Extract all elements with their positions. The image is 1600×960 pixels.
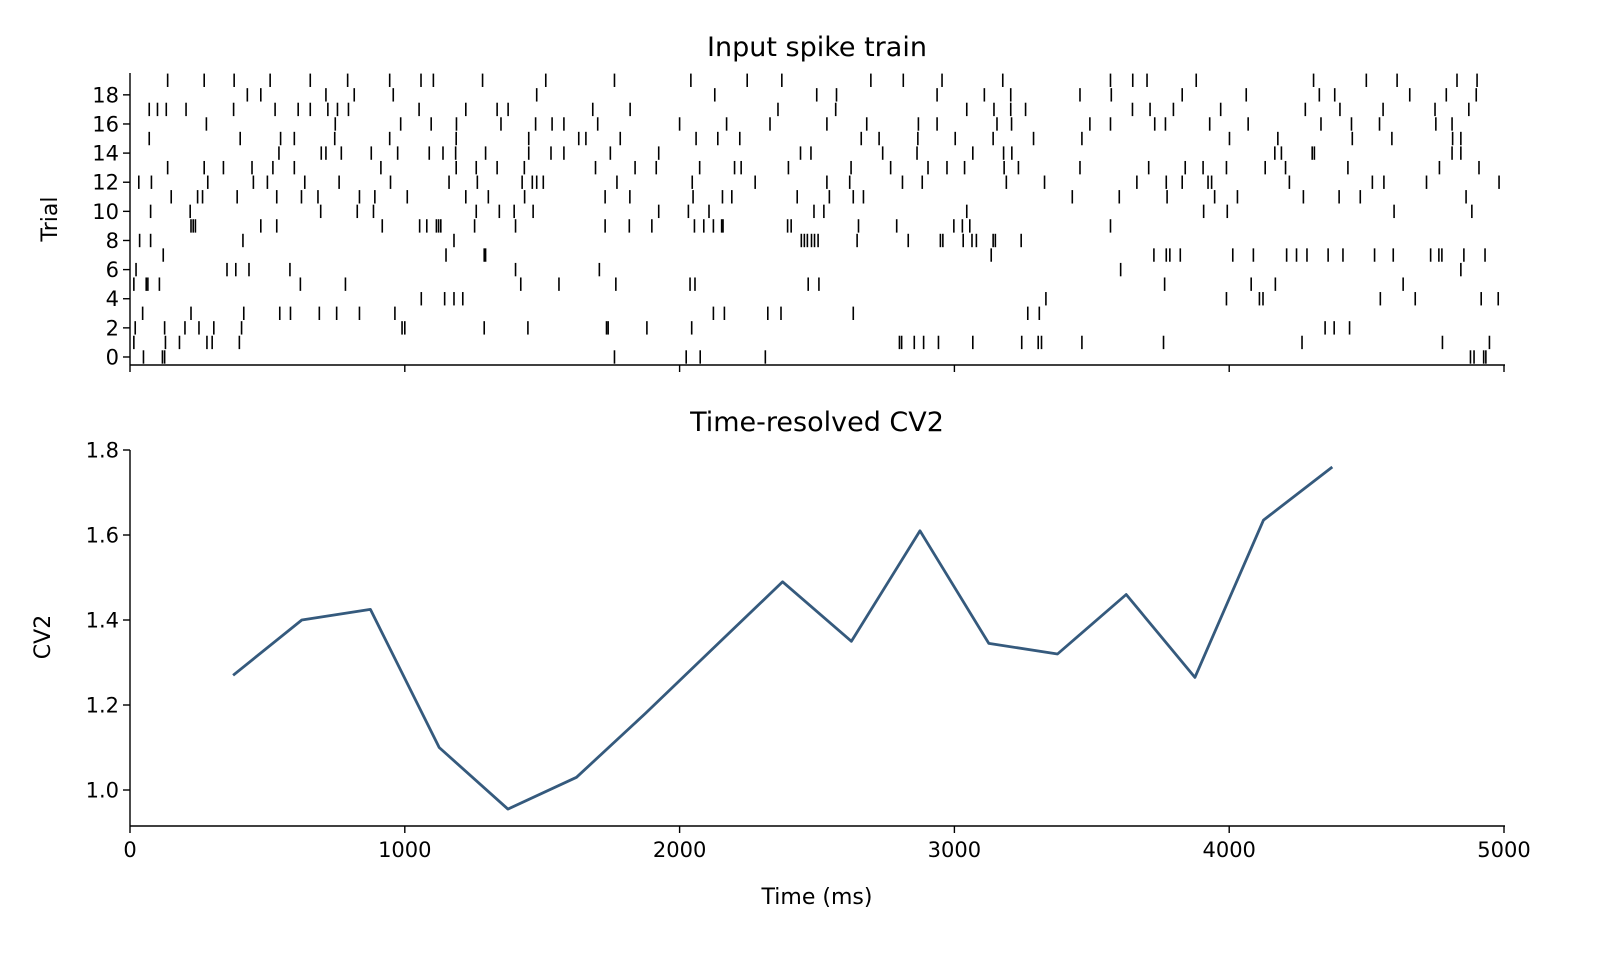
trial-row-6 [135,262,1462,277]
trial-row-9 [190,219,1112,233]
cv2-xtick-label: 0 [123,838,136,862]
raster-ytick-label: 16 [92,112,119,136]
raster-ytick-label: 14 [92,142,119,166]
raster-title: Input spike train [707,32,927,63]
trial-row-14 [278,146,1462,160]
cv2-ytick-label: 1.4 [86,609,119,633]
cv2-points [233,466,1333,810]
trial-row-17 [148,102,1470,117]
raster-ytick-label: 8 [106,229,119,253]
cv2-xtick-label: 4000 [1202,838,1255,862]
raster-axes: Input spike train Trial 0 2 4 6 8 10 12 14 16 18 [38,32,1505,372]
trial-row-13 [166,160,1480,175]
cv2-xtick-label: 2000 [653,838,706,862]
trial-row-12 [137,175,1500,189]
raster-ytick-label: 4 [106,287,119,311]
trial-row-11 [170,190,1467,204]
trial-row-5 [133,277,1404,291]
trial-row-3 [141,306,1041,320]
cv2-ticks: 1.0 1.2 1.4 1.6 1.8 0 1000 2000 3000 4000 5000 [86,439,1531,863]
raster-ytick-label: 2 [106,316,119,340]
cv2-ytick-label: 1.6 [86,524,119,548]
trial-row-10 [149,204,1473,219]
trial-row-18 [246,88,1478,102]
raster-ytick-label: 10 [92,200,119,224]
trial-row-19 [166,73,1478,87]
raster-ytick-label: 18 [92,83,119,107]
cv2-ytick-label: 1.8 [86,439,119,463]
trial-row-8 [138,233,1022,248]
raster-ytick-label: 12 [92,171,119,195]
cv2-ylabel: CV2 [31,615,56,659]
cv2-ytick-label: 1.2 [86,694,119,718]
trial-row-15 [148,131,1462,146]
raster-ylabel: Trial [38,197,63,243]
trial-row-0 [142,350,1487,364]
cv2-xtick-label: 5000 [1477,838,1530,862]
trial-row-7 [162,248,1486,262]
trial-row-2 [134,321,1351,335]
cv2-ytick-label: 1.0 [86,779,119,803]
trial-row-16 [205,117,1453,131]
trial-row-4 [420,292,1500,306]
raster-ticks: 0 2 4 6 8 10 12 14 16 18 [92,83,1505,372]
raster-ytick-label: 6 [106,258,119,282]
cv2-series-line [232,465,1334,811]
cv2-xtick-label: 3000 [928,838,981,862]
cv2-xtick-label: 1000 [378,838,431,862]
trial-row-1 [133,335,1491,350]
cv2-axes: Time-resolved CV2 CV2 Time (ms) 1.01.21.… [31,407,1531,910]
raster-ytick-label: 0 [106,345,119,369]
spike-raster [133,73,1500,364]
cv2-title: Time-resolved CV2 [689,407,944,438]
cv2-xlabel: Time (ms) [761,885,873,910]
